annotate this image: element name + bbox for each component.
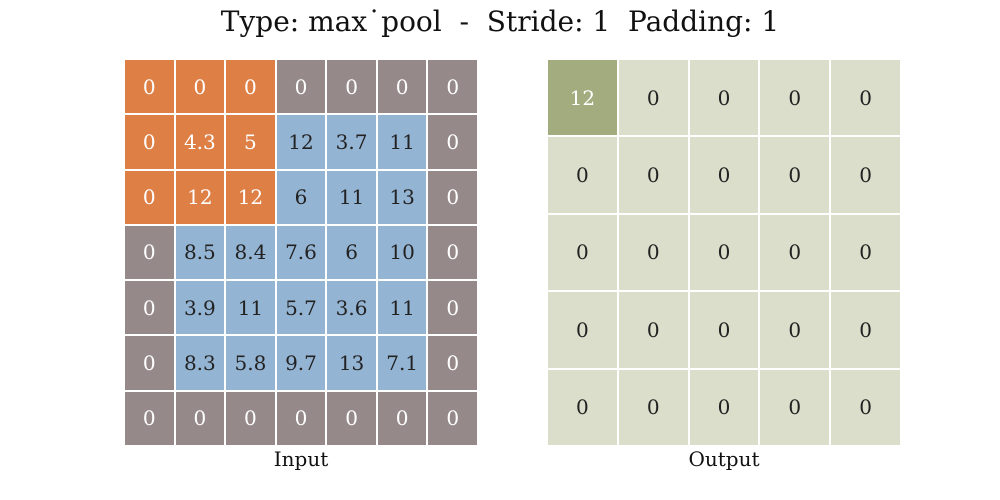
output-cell-2-4: 0: [831, 214, 900, 291]
input-cell-0-6: 0: [428, 60, 477, 114]
input-cell-5-3: 9.7: [276, 336, 326, 390]
output-cell-0-2: 0: [689, 60, 759, 136]
output-cell-3-3: 0: [760, 292, 830, 368]
input-cell-2-3: 6: [276, 170, 326, 224]
input-cell-2-2: 12: [226, 170, 275, 224]
output-cell-4-2: 0: [689, 369, 759, 445]
output-cell-1-0: 0: [548, 137, 617, 213]
output-cell-1-2: 0: [689, 137, 759, 213]
input-cell-1-3: 12: [276, 115, 326, 169]
input-cell-1-4: 3.7: [327, 115, 376, 169]
input-cell-0-2: 0: [226, 60, 275, 114]
output-cell-1-1: 0: [618, 137, 688, 213]
output-cell-2-1: 0: [618, 214, 688, 291]
output-caption: Output: [688, 447, 760, 471]
output-cell-4-1: 0: [618, 369, 688, 445]
input-cell-3-4: 6: [327, 225, 376, 280]
input-cell-0-4: 0: [327, 60, 376, 114]
input-cell-1-2: 5: [226, 115, 275, 169]
input-cell-3-0: 0: [125, 225, 174, 280]
output-cell-3-2: 0: [689, 292, 759, 368]
input-cell-4-3: 5.7: [276, 281, 326, 335]
output-cell-2-3: 0: [760, 214, 830, 291]
input-cell-0-5: 0: [377, 60, 427, 114]
input-cell-6-3: 0: [276, 391, 326, 445]
input-cell-5-6: 0: [428, 336, 477, 390]
input-cell-2-1: 12: [175, 170, 225, 224]
output-cell-1-3: 0: [760, 137, 830, 213]
output-cell-0-4: 0: [831, 60, 900, 136]
input-cell-6-2: 0: [226, 391, 275, 445]
input-cell-6-6: 0: [428, 391, 477, 445]
input-cell-5-4: 13: [327, 336, 376, 390]
output-cell-3-1: 0: [618, 292, 688, 368]
output-cell-0-0: 12: [548, 60, 617, 136]
input-cell-1-1: 4.3: [175, 115, 225, 169]
output-cell-4-4: 0: [831, 369, 900, 445]
input-cell-4-0: 0: [125, 281, 174, 335]
input-cell-6-0: 0: [125, 391, 174, 445]
input-cell-0-0: 0: [125, 60, 174, 114]
diagram-title: Type: max˙pool - Stride: 1 Padding: 1: [220, 5, 780, 38]
input-cell-6-1: 0: [175, 391, 225, 445]
input-cell-4-5: 11: [377, 281, 427, 335]
input-cell-3-1: 8.5: [175, 225, 225, 280]
output-cell-3-0: 0: [548, 292, 617, 368]
input-cell-5-0: 0: [125, 336, 174, 390]
input-cell-1-6: 0: [428, 115, 477, 169]
output-cell-0-1: 0: [618, 60, 688, 136]
input-cell-4-2: 11: [226, 281, 275, 335]
output-cell-0-3: 0: [760, 60, 830, 136]
input-cell-3-2: 8.4: [226, 225, 275, 280]
output-cell-4-0: 0: [548, 369, 617, 445]
output-cell-2-2: 0: [689, 214, 759, 291]
input-cell-5-5: 7.1: [377, 336, 427, 390]
input-cell-5-2: 5.8: [226, 336, 275, 390]
input-cell-3-6: 0: [428, 225, 477, 280]
input-cell-1-0: 0: [125, 115, 174, 169]
output-cell-2-0: 0: [548, 214, 617, 291]
output-cell-3-4: 0: [831, 292, 900, 368]
input-cell-1-5: 11: [377, 115, 427, 169]
input-cell-4-4: 3.6: [327, 281, 376, 335]
input-cell-6-4: 0: [327, 391, 376, 445]
input-cell-5-1: 8.3: [175, 336, 225, 390]
output-grid: 12 0 0 0 0 0 0 0 0 0 0 0 0 0 0 0 0 0 0 0 0 0 0 0 0: [548, 60, 900, 445]
input-cell-2-4: 11: [327, 170, 376, 224]
input-cell-4-1: 3.9: [175, 281, 225, 335]
input-cell-2-6: 0: [428, 170, 477, 224]
input-cell-4-6: 0: [428, 281, 477, 335]
input-cell-6-5: 0: [377, 391, 427, 445]
input-cell-0-3: 0: [276, 60, 326, 114]
input-cell-2-5: 13: [377, 170, 427, 224]
input-cell-2-0: 0: [125, 170, 174, 224]
input-cell-3-5: 10: [377, 225, 427, 280]
input-cell-0-1: 0: [175, 60, 225, 114]
output-cell-4-3: 0: [760, 369, 830, 445]
input-caption: Input: [273, 447, 329, 471]
input-grid: 0 0 0 0 0 0 0 0 4.3 5 12 3.7 11 0 0 12 12 6 11 13 0 0 8.5 8.4 7.…: [125, 60, 477, 445]
output-cell-1-4: 0: [831, 137, 900, 213]
input-cell-3-3: 7.6: [276, 225, 326, 280]
